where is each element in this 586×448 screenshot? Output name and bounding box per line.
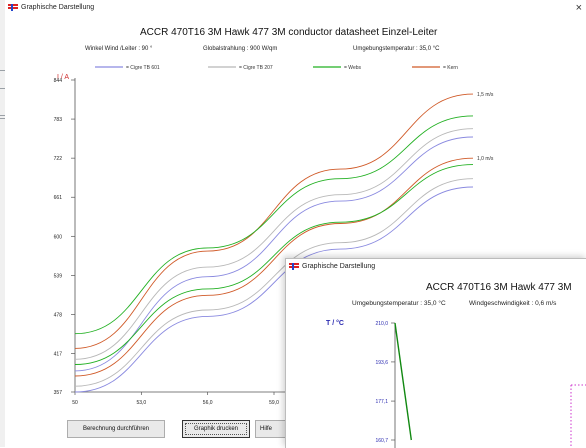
legend-label-kern: = Kern (443, 65, 458, 71)
y-tick-label: 417 (54, 352, 63, 358)
x-tick-label: 50 (72, 400, 78, 406)
title-bar-2[interactable]: Graphische Darstellung (286, 259, 586, 275)
annotation-wind-1-5: 1,5 m/s (477, 92, 494, 98)
y-tick-label: 539 (54, 273, 63, 279)
temperature-line (394, 322, 413, 441)
x-tick-label: 56,0 (203, 400, 213, 406)
app-icon-2 (289, 263, 299, 270)
close-icon[interactable]: × (575, 2, 582, 14)
series-line-kern-1-5-m-s (74, 93, 474, 349)
window-title: Graphische Darstellung (21, 4, 95, 11)
x-tick-label: 59,0 (269, 400, 279, 406)
y-tick-label: 722 (54, 156, 63, 162)
calculate-button[interactable]: Berechnung durchführen (67, 420, 165, 438)
y-tick-label-2: 160,7 (375, 438, 388, 444)
series-line-webs-1-5-m-s (74, 115, 474, 335)
y-tick-label: 357 (54, 390, 63, 396)
y-tick-label: 844 (54, 78, 63, 84)
y-tick-label: 783 (54, 117, 63, 123)
series-line-cigre-tb-601-1-0-m-s (74, 186, 474, 393)
series-line-kern-1-0-m-s (74, 157, 474, 377)
param-ambient-temp-2: Umgebungstemperatur : 35,0 °C (352, 300, 446, 307)
title-bar[interactable]: Graphische Darstellung × (5, 0, 586, 16)
series-line-cigre-tb-601-1-5-m-s (74, 136, 474, 372)
x-tick-label: 53,0 (136, 400, 146, 406)
print-graph-button[interactable]: Graphik drucken (182, 420, 250, 438)
y-axis-title-2: T / °C (326, 319, 344, 327)
legend-label-cigre-tb-601: = Cigre TB 601 (126, 65, 160, 71)
temperature-chart-window: Graphische Darstellung ACCR 470T16 3M Ha… (285, 258, 586, 448)
y-axis-title: I / A (57, 74, 69, 81)
legend-label-webs: = Webs (344, 65, 361, 71)
app-icon (8, 4, 18, 11)
param-ambient-temp: Umgebungstemperatur : 35,0 °C (353, 46, 440, 52)
window-title-2: Graphische Darstellung (302, 263, 376, 270)
y-tick-label: 661 (54, 195, 63, 201)
param-wind-speed-2: Windgeschwindigkeit : 0,6 m/s (469, 300, 557, 307)
chart-heading-2: ACCR 470T16 3M Hawk 477 3M (426, 282, 572, 293)
series-line-webs-1-0-m-s (74, 164, 474, 365)
annotation-wind-1-0: 1,0 m/s (477, 156, 494, 162)
temperature-chart: T / °C 210,0 193,6 177,1 160,7 (326, 319, 586, 448)
legend-label-cigre-tb-207: = Cigre TB 207 (239, 65, 273, 71)
y-tick-label: 478 (54, 312, 63, 318)
y-tick-label-2: 210,0 (375, 321, 388, 327)
y-tick-label: 600 (54, 234, 63, 240)
chart-heading: ACCR 470T16 3M Hawk 477 3M conductor dat… (140, 27, 438, 38)
param-radiation: Globalstrahlung : 900 W/qm (203, 46, 278, 52)
series-line-cigre-tb-207-1-0-m-s (74, 178, 474, 387)
y-tick-label-2: 177,1 (375, 399, 388, 405)
y-tick-label-2: 193,6 (375, 360, 388, 366)
series-line-cigre-tb-207-1-5-m-s (74, 128, 474, 360)
param-wind-angle: Winkel Wind /Leiter : 90 ° (85, 46, 153, 52)
